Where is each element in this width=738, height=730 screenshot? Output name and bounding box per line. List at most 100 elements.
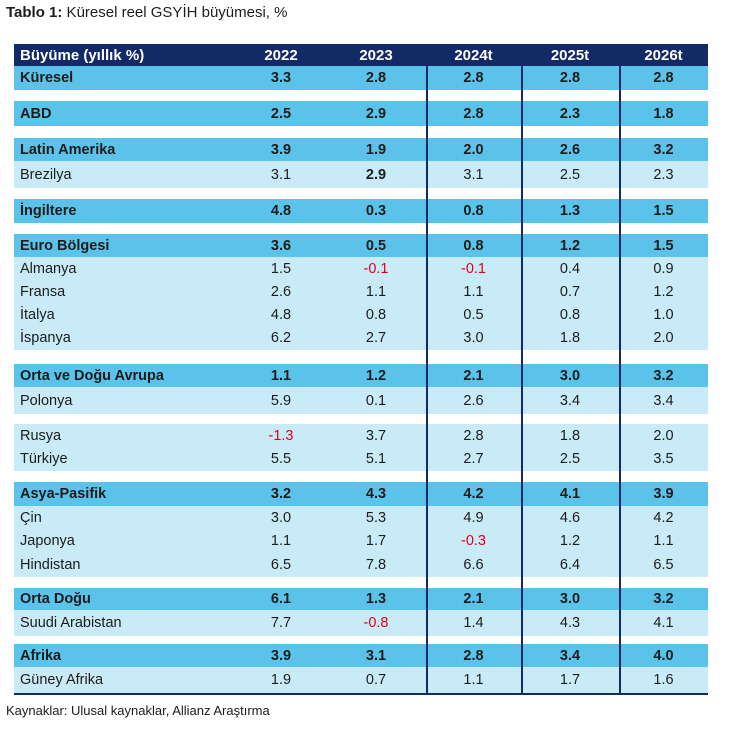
growth-value: 2.8 [463,105,484,122]
growth-value: 0.7 [365,672,387,688]
growth-value: 0.8 [559,306,581,323]
growth-value: 7.7 [270,615,292,631]
country-row: Almanya 1.5 -0.1 -0.1 0.4 0.9 [14,257,708,280]
growth-value: 3.3 [270,70,292,86]
region-row: Latin Amerika 3.9 1.9 2.0 2.6 3.2 [14,138,708,161]
growth-value: 6.5 [270,556,292,573]
growth-value: 1.1 [463,283,484,300]
growth-value: 1.3 [365,591,387,607]
growth-value: 4.2 [463,486,484,502]
growth-value: 3.9 [653,486,674,502]
country-row: Rusya -1.3 3.7 2.8 1.8 2.0 [14,424,708,447]
source-note: Kaynaklar: Ulusal kaynaklar, Allianz Ara… [6,703,270,718]
row-label: Orta Doğu [20,591,91,607]
growth-value: 0.8 [365,306,387,323]
growth-value: 4.0 [653,647,674,664]
growth-value: 6.6 [463,556,484,573]
growth-value: 2.6 [270,283,292,300]
growth-value: -0.8 [363,615,389,631]
growth-value: 1.7 [365,532,387,549]
growth-value: 0.9 [653,260,674,277]
row-label: İspanya [20,330,71,346]
growth-value: 2.9 [365,166,387,183]
row-label: Polonya [20,392,73,409]
region-row: Küresel 3.3 2.8 2.8 2.8 2.8 [14,66,708,90]
growth-value: 5.3 [365,509,387,526]
growth-value: 3.1 [463,166,484,183]
growth-value: 1.5 [653,237,674,254]
country-row: Brezilya 3.1 2.9 3.1 2.5 2.3 [14,161,708,188]
growth-value: 3.4 [559,392,581,409]
growth-value: 1.8 [559,427,581,444]
region-row: İngiltere 4.8 0.3 0.8 1.3 1.5 [14,199,708,223]
growth-value: 3.9 [270,141,292,158]
growth-value: 4.3 [559,615,581,631]
row-label: Fransa [20,283,66,300]
growth-value: 3.7 [365,427,387,444]
row-label: Almanya [20,260,77,277]
region-row: Afrika 3.9 3.1 2.8 3.4 4.0 [14,644,708,667]
growth-value: 2.1 [463,367,484,384]
growth-value: -1.3 [268,427,294,444]
country-row: Güney Afrika 1.9 0.7 1.1 1.7 1.6 [14,667,708,693]
growth-value: 1.1 [653,532,674,549]
growth-value: 2.7 [365,330,387,346]
growth-value: 2.8 [559,70,581,86]
header-year: 2023 [359,46,393,64]
region-row: Orta Doğu 6.1 1.3 2.1 3.0 3.2 [14,588,708,610]
growth-value: 0.5 [365,237,387,254]
growth-value: 2.7 [463,451,484,467]
growth-value: 7.8 [365,556,387,573]
growth-value: 6.1 [270,591,292,607]
header-label: Büyüme (yıllık %) [20,46,145,64]
growth-value: 2.6 [463,392,484,409]
growth-value: 1.2 [559,237,581,254]
row-label: İtalya [20,306,55,323]
growth-value: 5.9 [270,392,292,409]
growth-value: 0.8 [463,203,484,219]
growth-value: 3.0 [463,330,484,346]
growth-value: 3.1 [365,647,387,664]
growth-value: 1.3 [559,203,581,219]
growth-value: 2.8 [463,70,484,86]
header-year: 2026t [644,46,683,64]
growth-value: 2.8 [365,70,387,86]
growth-value: -0.1 [363,260,389,277]
header-year: 2025t [550,46,590,64]
growth-value: 3.6 [270,237,292,254]
row-label: Latin Amerika [20,141,116,158]
growth-value: 1.5 [653,203,674,219]
growth-value: 1.9 [365,141,387,158]
growth-value: 5.5 [270,451,292,467]
country-row: Türkiye 5.5 5.1 2.7 2.5 3.5 [14,447,708,471]
region-row: Orta ve Doğu Avrupa 1.1 1.2 2.1 3.0 3.2 [14,364,708,387]
row-label: Rusya [20,427,62,444]
growth-value: 0.3 [365,203,387,219]
row-label: Euro Bölgesi [20,237,110,254]
row-label: ABD [20,105,52,122]
header-year: 2022 [264,46,298,64]
growth-value: 2.0 [463,141,484,158]
country-row: Suudi Arabistan 7.7 -0.8 1.4 4.3 4.1 [14,610,708,636]
growth-value: 3.2 [270,486,292,502]
growth-value: 2.5 [559,451,581,467]
table-bottom-border [14,693,708,695]
table-title-number: Tablo 1: [6,4,63,21]
growth-value: 3.0 [559,367,581,384]
growth-value: 1.2 [559,532,581,549]
gdp-growth-table: Büyüme (yıllık %) 2022 2023 2024t 2025t … [14,44,708,695]
growth-value: 4.8 [270,203,292,219]
growth-value: 3.0 [270,509,292,526]
growth-value: 2.3 [653,166,674,183]
country-row: Çin 3.0 5.3 4.9 4.6 4.2 [14,506,708,529]
growth-value: 2.5 [270,105,292,122]
growth-value: 2.3 [559,105,581,122]
growth-value: 0.8 [463,237,484,254]
growth-value: 1.1 [270,367,292,384]
row-label: Güney Afrika [20,672,104,688]
growth-value: 0.1 [365,392,387,409]
growth-value: 1.2 [653,283,674,300]
row-label: Küresel [20,70,74,86]
growth-value: 2.5 [559,166,581,183]
growth-value: 3.2 [653,141,674,158]
